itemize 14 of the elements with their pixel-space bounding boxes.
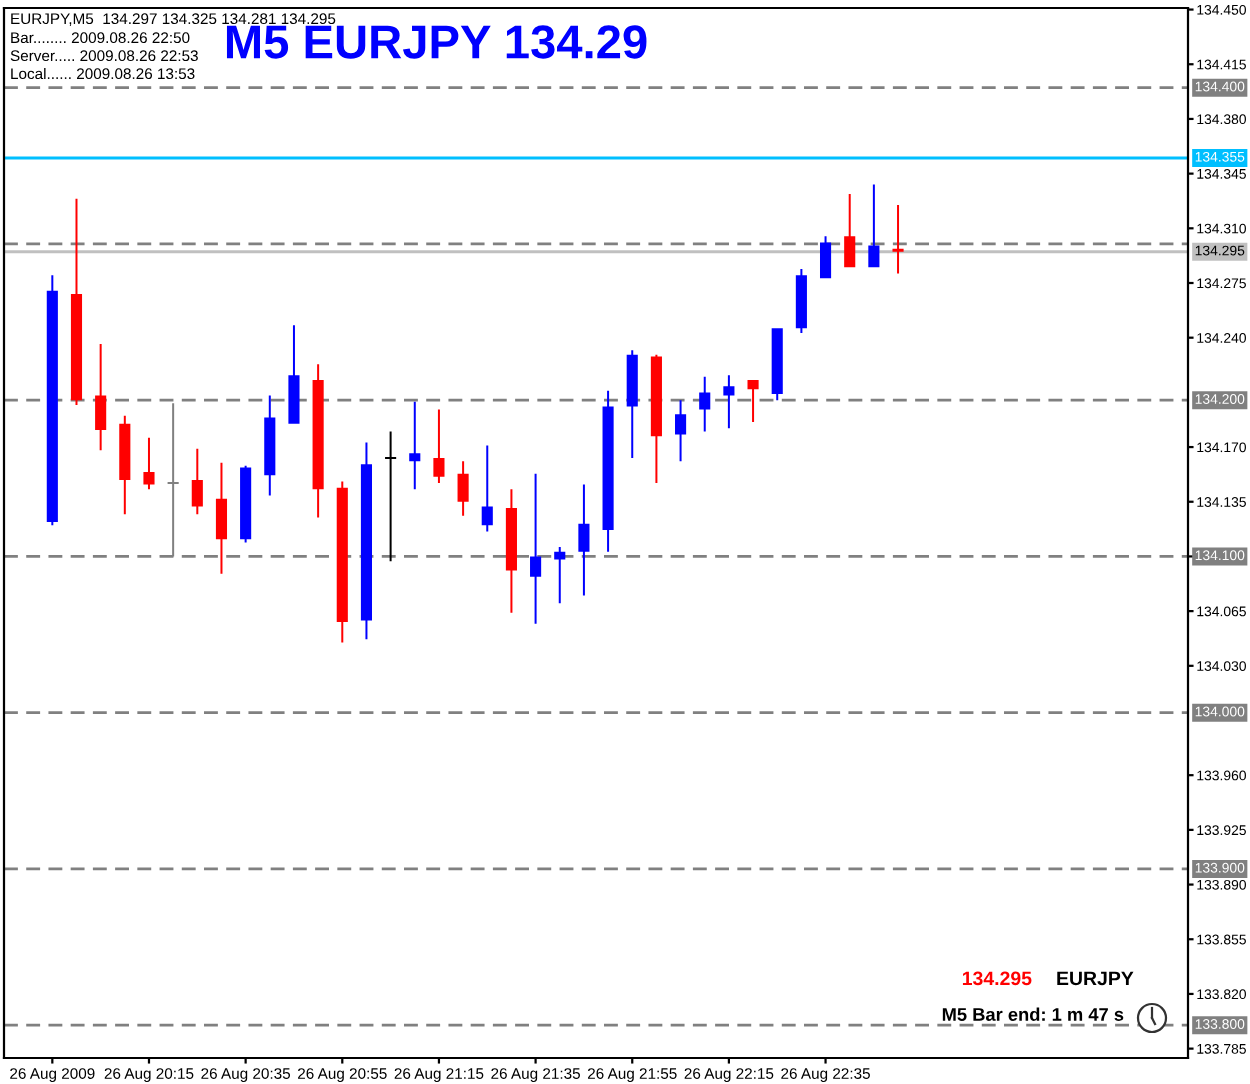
candlestick [723,375,735,429]
candlestick [554,547,566,604]
candlestick [409,401,421,490]
candlestick [288,325,300,424]
candlestick [530,473,542,624]
annotation: M5 Bar end: 1 m 47 s [942,1007,1124,1021]
candlestick [699,376,711,432]
annotation: 134.295 [962,971,1032,986]
chart-title: M5 EURJPY 134.29 [226,25,647,59]
candlestick [892,204,904,274]
candlestick [481,445,493,532]
annotation: EURJPY [1057,971,1134,986]
candlestick [385,431,397,562]
candlestick [143,437,155,490]
